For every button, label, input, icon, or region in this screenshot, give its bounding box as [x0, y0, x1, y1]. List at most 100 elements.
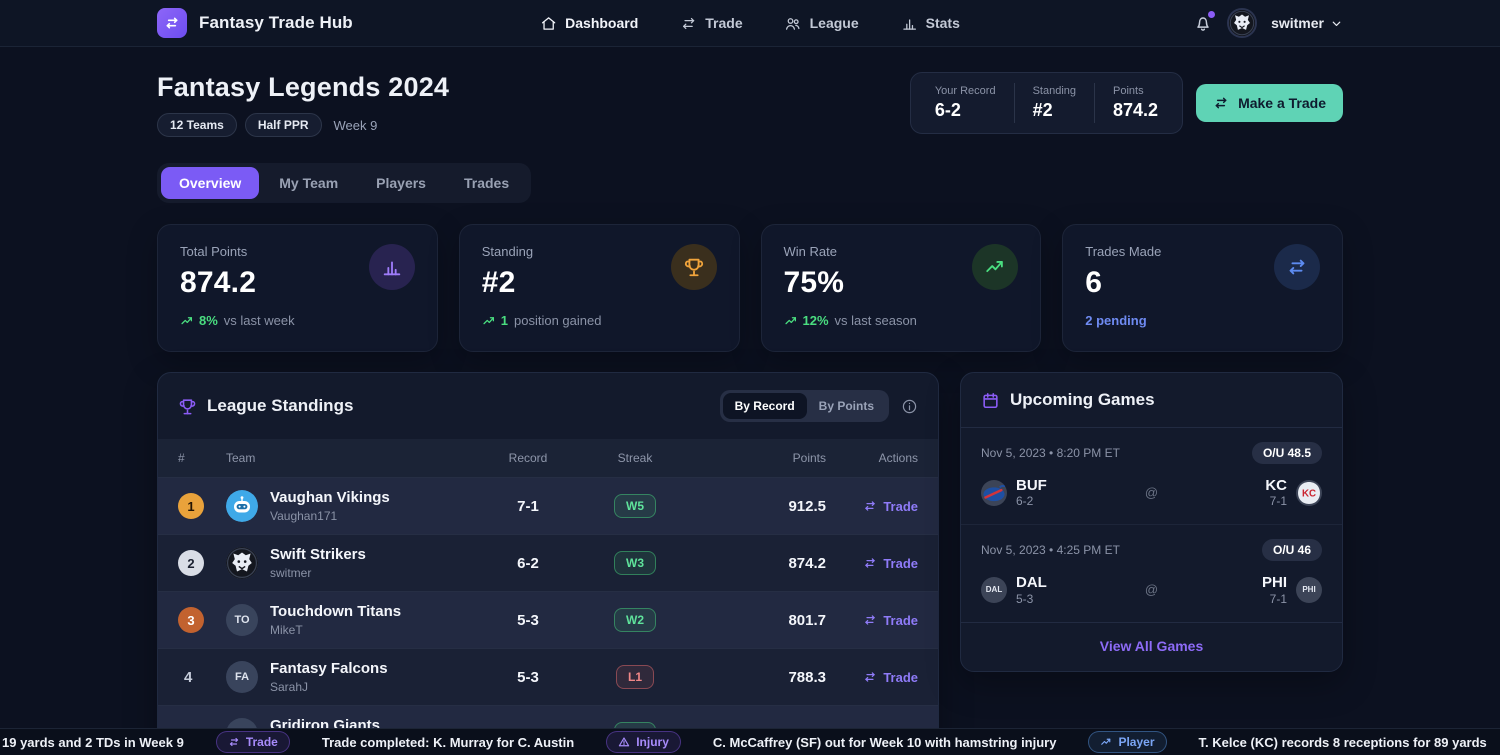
trade-action-label: Trade	[883, 498, 918, 514]
toggle-by-record[interactable]: By Record	[722, 393, 807, 419]
team-record: 5-3	[517, 611, 539, 629]
standings-title: League Standings	[207, 396, 354, 415]
users-icon	[786, 17, 800, 30]
stat-change-note: position gained	[513, 313, 602, 328]
robot-mascot-avatar	[226, 490, 258, 522]
tab-players[interactable]: Players	[376, 175, 426, 191]
info-icon[interactable]	[901, 398, 918, 415]
swap-icon	[166, 17, 178, 29]
ticker-badge-trade: Trade	[215, 731, 290, 753]
team-avatar: FA	[226, 661, 258, 693]
ticker-badge-label: Injury	[636, 735, 669, 749]
calendar-icon	[981, 391, 1000, 410]
swap-icon	[1215, 97, 1227, 109]
game-item: Nov 5, 2023 • 4:25 PM ET O/U 46 DAL DAL 5-3 @…	[961, 524, 1342, 621]
swap-icon	[865, 558, 876, 568]
team-owner: Vaughan171	[270, 509, 338, 523]
stat-cards: Total Points 874.2 8% vs last week Standing #…	[157, 224, 1343, 352]
record-cell: Points 874.2	[1094, 83, 1176, 123]
notifications-button[interactable]	[1193, 11, 1216, 33]
news-ticker: 19 yards and 2 TDs in Week 9 Trade Trade c…	[0, 728, 1500, 755]
make-a-trade-button[interactable]: Make a Trade	[1196, 84, 1343, 122]
record-cell-label: Standing	[1032, 85, 1077, 97]
rank-badge: 4	[184, 668, 193, 686]
chevron-down-icon	[1332, 21, 1341, 26]
streak-badge: W5	[614, 494, 656, 518]
swap-icon	[229, 737, 238, 747]
table-row: 1 Vaughan Vikings Vaughan171 7-1 W5 912.5 Trad…	[158, 477, 938, 534]
away-team-record: 5-3	[1016, 591, 1034, 606]
trade-action-link[interactable]: Trade	[826, 670, 918, 685]
at-sign: @	[1144, 582, 1159, 598]
stat-card-total-points: Total Points 874.2 8% vs last week	[157, 224, 438, 352]
tab-trades[interactable]: Trades	[463, 175, 510, 191]
game-datetime: Nov 5, 2023 • 8:20 PM ET	[981, 446, 1120, 460]
trade-action-link[interactable]: Trade	[826, 613, 918, 628]
team-record: 6-2	[517, 554, 539, 572]
team-record: 7-1	[517, 497, 539, 515]
stat-card-value: 874.2	[180, 266, 257, 299]
bar-chart-icon	[383, 261, 400, 276]
team-avatar	[226, 547, 258, 579]
user-avatar[interactable]	[1227, 8, 1258, 38]
trophy-icon	[684, 258, 703, 277]
chiefs-logo: KC	[1296, 479, 1322, 506]
standings-rows: 1 Vaughan Vikings Vaughan171 7-1 W5 912.5 Trad…	[158, 477, 938, 755]
chevron-down-icon	[1330, 17, 1343, 30]
stat-card-icon-wrap	[368, 244, 415, 290]
trade-action-link[interactable]: Trade	[826, 556, 918, 571]
user-menu[interactable]: switmer	[1271, 15, 1343, 31]
league-setting-badge: 12 Teams	[157, 113, 237, 137]
team-owner: MikeT	[270, 623, 303, 637]
nav-label: Stats	[925, 15, 960, 31]
trend-up-icon	[1101, 738, 1111, 745]
rank-badge: 1	[178, 493, 204, 519]
nav-item-league[interactable]: League	[785, 15, 859, 32]
ticker-badge-label: Trade	[245, 735, 278, 749]
bills-logo	[983, 484, 1006, 501]
record-cell-label: Your Record	[934, 85, 996, 97]
nav-item-trade[interactable]: Trade	[680, 15, 743, 32]
app-logo	[157, 8, 187, 38]
tab-my-team[interactable]: My Team	[279, 175, 339, 191]
view-all-games-link[interactable]: View All Games	[961, 621, 1342, 671]
record-cell-value: 874.2	[1113, 100, 1159, 120]
stat-pending-note: 2 pending	[1085, 313, 1147, 328]
top-navbar: Fantasy Trade Hub Dashboard Trade League St…	[0, 0, 1500, 47]
home-icon	[541, 16, 556, 30]
record-cell-label: Points	[1113, 85, 1144, 97]
away-team-abbr: BUF	[1016, 477, 1047, 494]
stat-card-label: Win Rate	[783, 244, 837, 259]
trophy-icon	[179, 398, 196, 414]
nav-item-dashboard[interactable]: Dashboard	[540, 15, 638, 32]
column-header: #	[178, 451, 185, 465]
stat-card-trades-made: Trades Made 6 2 pending	[1062, 224, 1343, 352]
make-a-trade-label: Make a Trade	[1238, 95, 1326, 111]
trade-action-link[interactable]: Trade	[826, 499, 918, 514]
toggle-by-points[interactable]: By Points	[818, 399, 874, 413]
page-title: Fantasy Legends 2024	[157, 72, 450, 102]
stat-card-icon-wrap	[972, 244, 1019, 290]
column-header: Team	[226, 451, 256, 465]
notification-dot	[1208, 11, 1216, 18]
page-header: Fantasy Legends 2024 12 Teams Half PPR Wee…	[157, 72, 1343, 137]
stat-card-label: Total Points	[180, 244, 248, 259]
column-header: Points	[792, 451, 826, 465]
column-header: Streak	[617, 451, 653, 465]
over-under-badge: O/U 46	[1261, 539, 1322, 562]
swap-icon	[1213, 95, 1229, 111]
view-tabs: Overview My Team Players Trades	[157, 163, 532, 203]
home-team-record: 7-1	[1269, 494, 1287, 509]
bar-chart-icon	[902, 18, 916, 30]
away-team-abbr: DAL	[1016, 574, 1047, 592]
stat-card-label: Trades Made	[1085, 244, 1162, 259]
team-points: 788.3	[788, 668, 826, 686]
ticker-badge-injury: Injury	[606, 731, 681, 753]
svg-text:KC: KC	[1302, 488, 1316, 499]
nav-item-stats[interactable]: Stats	[901, 15, 960, 32]
stat-card-icon-wrap	[670, 244, 717, 290]
trend-up-icon	[483, 316, 494, 324]
ticker-text: Trade completed: K. Murray for C. Austin	[321, 734, 575, 750]
away-team-record: 6-2	[1016, 494, 1034, 509]
tab-overview[interactable]: Overview	[161, 167, 260, 199]
